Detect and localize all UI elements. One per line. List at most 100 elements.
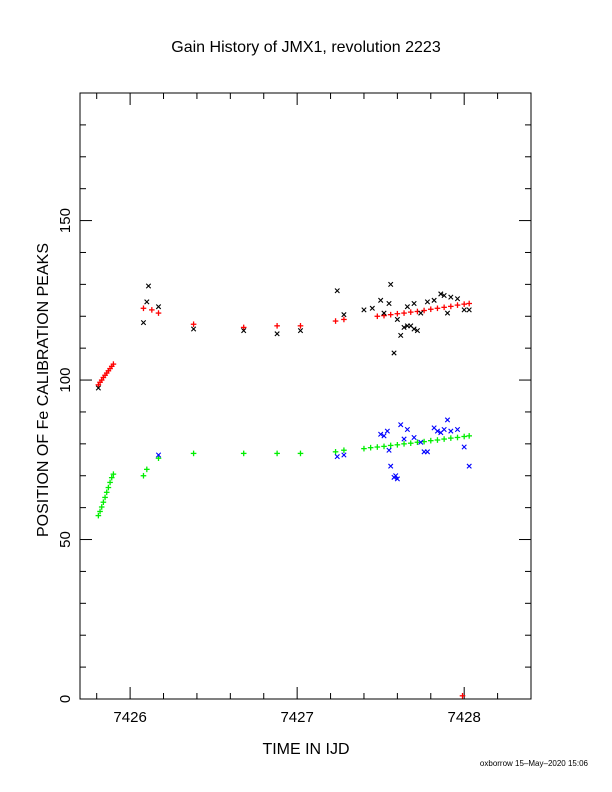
data-point xyxy=(190,450,197,457)
data-point xyxy=(155,304,162,310)
data-point xyxy=(398,332,404,339)
data-point xyxy=(341,447,347,454)
data-point xyxy=(190,321,197,328)
data-point xyxy=(401,324,407,331)
data-point xyxy=(108,474,115,481)
data-point xyxy=(140,320,147,326)
data-point xyxy=(274,450,280,457)
data-point xyxy=(95,512,102,519)
data-point xyxy=(404,426,411,433)
data-point xyxy=(448,303,454,310)
y-tick-label: 150 xyxy=(57,208,74,233)
data-point xyxy=(427,306,434,313)
y-tick-label: 100 xyxy=(57,368,74,393)
data-point xyxy=(97,508,103,515)
data-point xyxy=(381,443,387,450)
data-point xyxy=(466,307,472,313)
data-point xyxy=(441,426,447,433)
data-point xyxy=(100,499,107,506)
data-point xyxy=(95,385,102,391)
data-point xyxy=(140,472,147,479)
data-point xyxy=(98,504,105,510)
data-point xyxy=(381,310,387,316)
data-point xyxy=(103,489,110,496)
axis-ticks xyxy=(80,92,531,700)
data-point xyxy=(421,438,427,445)
data-point xyxy=(378,297,384,303)
data-point xyxy=(394,316,400,323)
data-point xyxy=(394,310,401,317)
data-point xyxy=(461,307,467,313)
data-point xyxy=(424,449,431,455)
data-point xyxy=(466,463,472,469)
data-point xyxy=(459,693,466,699)
data-point xyxy=(102,494,108,501)
y-axis-label: POSITION OF Fe CALIBRATION PEAKS xyxy=(35,243,52,537)
data-point xyxy=(155,455,162,461)
data-point xyxy=(388,281,394,287)
data-point xyxy=(240,450,247,457)
x-tick-label: 7426 xyxy=(113,709,146,726)
data-point xyxy=(441,292,447,299)
data-point xyxy=(155,310,162,316)
data-point xyxy=(341,316,347,323)
data-point xyxy=(394,476,400,482)
data-point xyxy=(424,299,431,305)
data-point xyxy=(394,441,401,448)
data-point xyxy=(454,434,461,441)
data-points xyxy=(95,281,472,699)
data-point xyxy=(241,327,247,334)
data-point xyxy=(297,450,304,457)
data-point xyxy=(407,309,414,315)
data-point xyxy=(444,417,451,423)
plot-frame xyxy=(79,92,532,700)
data-point xyxy=(461,444,467,450)
data-point xyxy=(461,433,467,440)
data-point xyxy=(105,484,112,491)
data-point xyxy=(149,307,155,313)
data-point xyxy=(434,428,441,434)
data-point xyxy=(144,299,150,305)
data-point xyxy=(398,422,404,428)
data-point xyxy=(110,361,117,367)
data-point xyxy=(411,434,417,441)
data-point xyxy=(367,444,374,451)
data-point xyxy=(155,452,162,458)
data-point xyxy=(404,304,411,310)
data-point xyxy=(434,305,441,312)
data-point xyxy=(411,326,417,332)
data-point xyxy=(384,428,390,434)
data-point xyxy=(454,302,461,308)
data-point xyxy=(388,463,394,469)
x-tick-label: 7428 xyxy=(447,709,480,726)
data-point xyxy=(418,439,424,445)
y-tick-label: 0 xyxy=(57,695,74,703)
data-point xyxy=(444,310,451,316)
footer-credit: oxborrow 15–May–2020 15:06 xyxy=(480,759,589,768)
data-point xyxy=(414,327,421,334)
data-point xyxy=(297,327,304,334)
data-point xyxy=(332,449,339,455)
data-point xyxy=(369,305,375,311)
data-point xyxy=(274,323,280,329)
data-point xyxy=(448,294,454,300)
data-point xyxy=(448,435,454,441)
data-point xyxy=(387,442,394,449)
x-tick-labels: 7426 7427 7428 xyxy=(113,709,480,726)
x-axis-label: TIME IN IJD xyxy=(262,741,349,758)
data-point xyxy=(461,301,467,307)
data-point xyxy=(441,436,447,442)
y-tick-label: 50 xyxy=(57,531,74,548)
data-point xyxy=(240,324,247,331)
data-point xyxy=(431,297,437,303)
data-point xyxy=(361,445,367,452)
data-point xyxy=(110,471,117,477)
data-point xyxy=(190,326,197,332)
data-point xyxy=(297,323,304,329)
data-point xyxy=(107,479,113,486)
data-point xyxy=(274,331,280,337)
data-point xyxy=(387,311,394,318)
data-point xyxy=(401,436,407,442)
data-point xyxy=(393,473,399,479)
